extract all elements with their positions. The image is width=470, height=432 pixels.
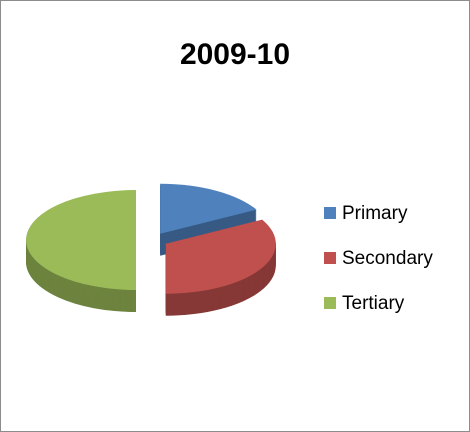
legend-label: Primary [342, 203, 408, 224]
legend-label: Secondary [342, 248, 433, 269]
pie-slice [26, 190, 137, 312]
legend-swatch [324, 252, 336, 264]
pie-slice [160, 183, 257, 256]
legend-label: Tertiary [342, 293, 405, 314]
pie-slice [165, 219, 276, 316]
chart-title: 2009-10 [180, 38, 290, 71]
slice-top [160, 183, 257, 234]
legend-swatch [324, 207, 336, 219]
slice-top [26, 190, 137, 290]
slice-top [165, 219, 276, 294]
legend-swatch [324, 297, 336, 309]
